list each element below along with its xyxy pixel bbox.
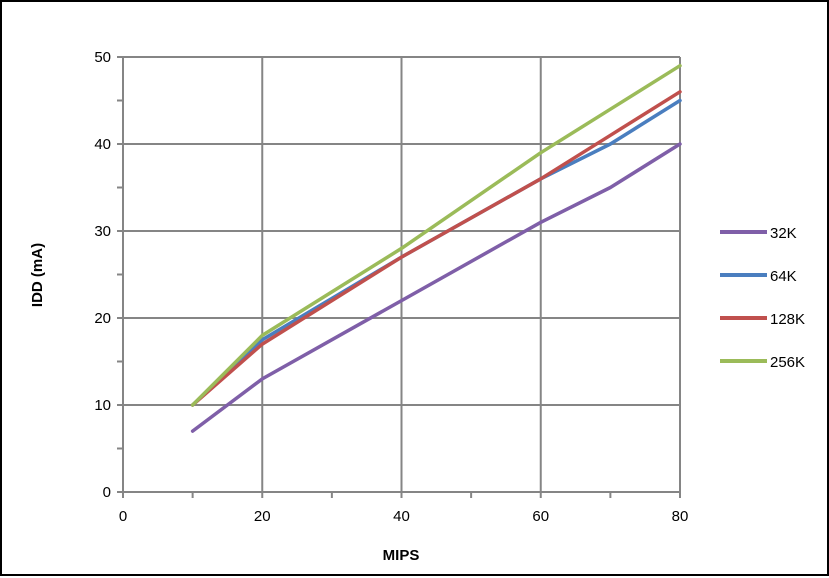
legend-item-256k: 256K (720, 354, 805, 371)
axes (117, 56, 681, 498)
legend-item-128k: 128K (720, 311, 805, 328)
y-tick-label: 30 (94, 223, 111, 240)
legend: 32K 64K 128K 256K (720, 225, 805, 371)
x-tick-label: 60 (532, 508, 549, 525)
x-axis-title: MIPS (383, 547, 420, 564)
legend-item-64k: 64K (720, 268, 797, 285)
y-tick-label: 0 (103, 484, 111, 501)
series-lines (190, 63, 682, 433)
x-tick-label: 80 (672, 508, 689, 525)
legend-label: 64K (770, 268, 797, 285)
legend-label: 256K (770, 354, 805, 371)
x-tick-label: 20 (254, 508, 271, 525)
tick-labels: 0 10 20 30 40 50 0 20 40 60 80 (94, 49, 688, 525)
series-line-64k (190, 98, 682, 407)
series-line-128k (190, 90, 682, 407)
grid (123, 56, 681, 492)
legend-label: 32K (770, 225, 797, 242)
series-line-256k (190, 63, 682, 407)
y-tick-label: 10 (94, 397, 111, 414)
x-tick-label: 40 (393, 508, 410, 525)
x-tick-label: 0 (119, 508, 127, 525)
y-tick-label: 50 (94, 49, 111, 66)
legend-label: 128K (770, 311, 805, 328)
y-axis-title: IDD (mA) (29, 243, 46, 307)
y-tick-label: 40 (94, 136, 111, 153)
series-line-32k (190, 142, 682, 433)
legend-item-32k: 32K (720, 225, 797, 242)
y-tick-label: 20 (94, 310, 111, 327)
